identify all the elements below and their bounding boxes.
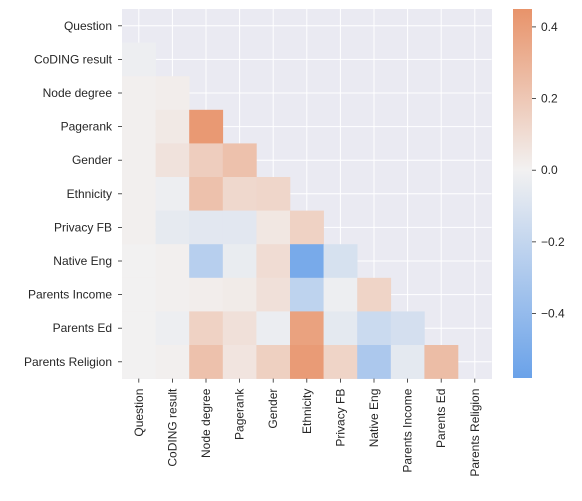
row-label: Gender (72, 153, 112, 167)
heatmap-cell (155, 76, 190, 111)
column-label: Question (132, 389, 146, 437)
heatmap-cell (357, 277, 392, 312)
heatmap-cell (323, 311, 358, 346)
colorbar-tick-label: −0.2 (541, 235, 565, 249)
heatmap-cells (122, 42, 459, 379)
heatmap-cell (155, 143, 190, 178)
row-label: CoDING result (34, 52, 113, 66)
heatmap-cell (189, 277, 224, 312)
heatmap-cell (390, 345, 425, 379)
heatmap-cell (256, 244, 291, 279)
colorbar-tick-label: 0.2 (541, 92, 558, 106)
colorbar-tick-label: −0.4 (541, 307, 565, 321)
heatmap-cell (256, 210, 291, 245)
row-label: Parents Religion (24, 355, 112, 369)
heatmap-cell (290, 277, 324, 312)
heatmap-cell (256, 345, 291, 379)
colorbar: 0.4 0.2 0.0 −0.2 −0.4 (513, 9, 565, 378)
heatmap-cell (155, 177, 190, 211)
row-label: Node degree (43, 86, 113, 100)
column-label: CoDING result (165, 388, 179, 467)
row-label: Native Eng (53, 254, 112, 268)
row-label: Parents Income (28, 288, 112, 302)
heatmap-cell (357, 345, 392, 379)
heatmap-cell (390, 311, 425, 346)
row-label: Parents Ed (53, 321, 112, 335)
heatmap-cell (122, 345, 156, 379)
heatmap-cell (122, 109, 156, 144)
colorbar-tick-label: 0.0 (541, 163, 558, 177)
heatmap-cell (155, 311, 190, 346)
heatmap-cell (357, 311, 392, 346)
heatmap-cell (122, 277, 156, 312)
row-tick-labels: Question CoDING result Node degree Pagerank… (24, 19, 122, 369)
heatmap-cell (323, 277, 358, 312)
column-label: Native Eng (367, 389, 381, 448)
row-label: Question (64, 19, 112, 33)
heatmap-cell (155, 345, 190, 379)
column-label: Ethnicity (300, 389, 314, 434)
column-label: Parents Ed (434, 389, 448, 448)
heatmap-cell (222, 210, 257, 245)
heatmap-cell (222, 311, 257, 346)
colorbar-tick-label: 0.4 (541, 20, 558, 34)
heatmap-cell (189, 210, 224, 245)
heatmap-cell (290, 210, 324, 245)
row-label: Ethnicity (67, 187, 112, 201)
heatmap-cell (122, 244, 156, 279)
heatmap-cell (256, 177, 291, 211)
heatmap-cell (155, 277, 190, 312)
heatmap-cell (122, 76, 156, 111)
heatmap-cell (323, 244, 358, 279)
heatmap-cell (290, 244, 324, 279)
heatmap-cell (189, 143, 224, 178)
heatmap-cell (222, 244, 257, 279)
heatmap-cell (222, 177, 257, 211)
heatmap-cell (122, 177, 156, 211)
heatmap-cell (222, 345, 257, 379)
heatmap-cell (424, 345, 459, 379)
column-label: Gender (266, 389, 280, 429)
column-tick-labels: Question CoDING result Node degree Pagerank… (132, 378, 482, 477)
heatmap-cell (122, 311, 156, 346)
heatmap-cell (256, 311, 291, 346)
column-label: Parents Religion (468, 389, 482, 477)
row-label: Pagerank (61, 120, 113, 134)
heatmap-cell (189, 177, 224, 211)
row-label: Privacy FB (54, 220, 112, 234)
heatmap-cell (323, 345, 358, 379)
column-label: Parents Income (401, 388, 415, 472)
column-label: Privacy FB (333, 389, 347, 447)
column-label: Node degree (199, 388, 213, 458)
column-label: Pagerank (233, 388, 247, 440)
heatmap-cell (222, 143, 257, 178)
heatmap-cell (155, 210, 190, 245)
colorbar-gradient (513, 9, 532, 378)
heatmap-cell (189, 345, 224, 379)
heatmap-cell (290, 311, 324, 346)
heatmap-cell (122, 42, 156, 77)
heatmap-cell (189, 109, 224, 144)
heatmap-cell (155, 109, 190, 144)
heatmap-cell (122, 210, 156, 245)
heatmap-cell (155, 244, 190, 279)
heatmap-cell (256, 277, 291, 312)
heatmap-cell (290, 345, 324, 379)
heatmap-cell (189, 311, 224, 346)
heatmap-cell (122, 143, 156, 178)
heatmap-cell (222, 277, 257, 312)
heatmap-cell (189, 244, 224, 279)
